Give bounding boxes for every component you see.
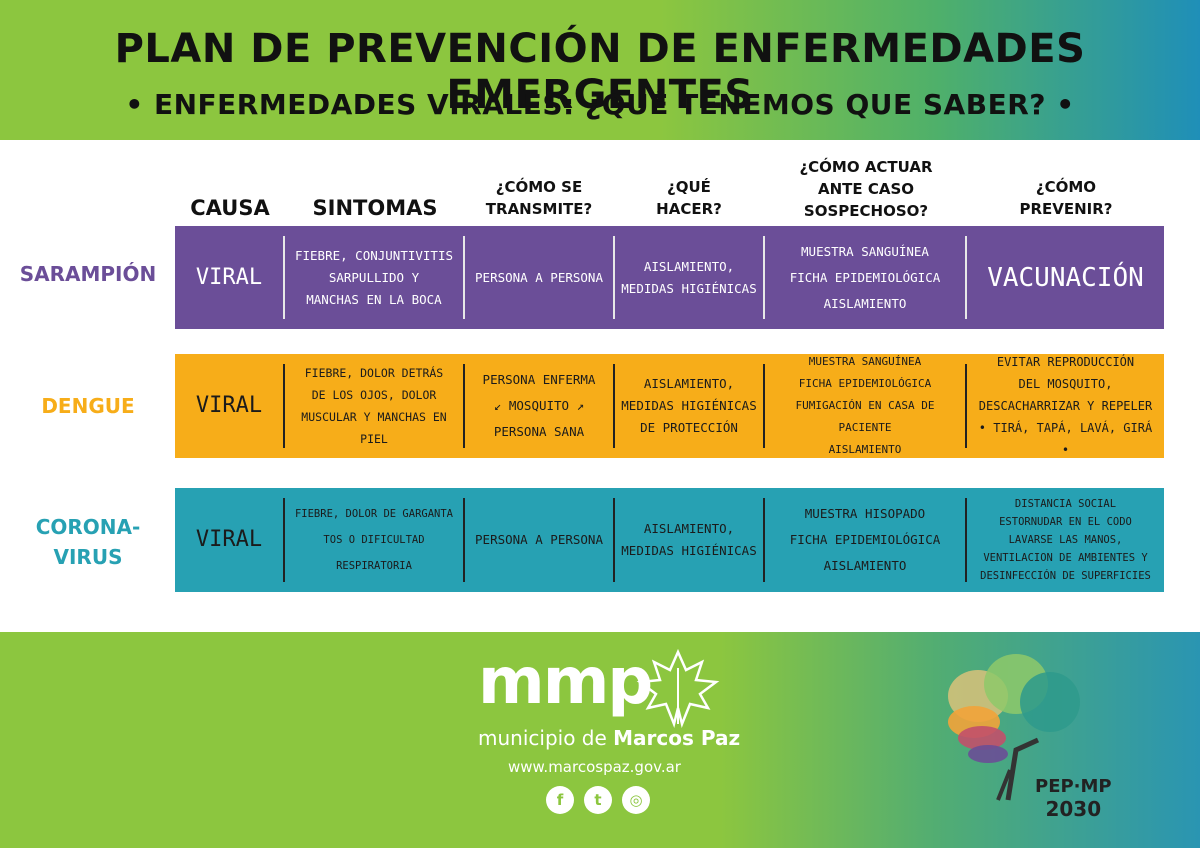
cell-actuar: MUESTRA SANGUÍNEA FICHA EPIDEMIOLÓGICA AIS… bbox=[789, 243, 941, 311]
separator bbox=[283, 498, 285, 582]
row-label-sarampion: SARAMPIÓN bbox=[19, 262, 157, 286]
header-banner: PLAN DE PREVENCIÓN DE ENFERMEDADES EMERG… bbox=[0, 0, 1200, 140]
facebook-icon[interactable]: f bbox=[546, 786, 574, 814]
cell-prevenir: DISTANCIA SOCIAL ESTORNUDAR EN EL CODO LAV… bbox=[980, 498, 1151, 582]
separator bbox=[463, 236, 465, 319]
column-header-causa: CAUSA bbox=[190, 196, 270, 220]
separator bbox=[283, 364, 285, 448]
cell-hacer: AISLAMIENTO, MEDIDAS HIGIÉNICAS bbox=[621, 521, 757, 558]
leaf-icon bbox=[636, 648, 720, 728]
column-header-hacer: ¿QUÉ HACER? bbox=[656, 178, 722, 218]
column-header-sintomas: SINTOMAS bbox=[312, 196, 438, 220]
page-subtitle: • ENFERMEDADES VIRALES: ¿QUÉ TENEMOS QUE… bbox=[125, 88, 1075, 121]
row-coronavirus: VIRAL FIEBRE, DOLOR DE GARGANTA TOS O DIF… bbox=[175, 488, 1164, 592]
twitter-icon[interactable]: t bbox=[584, 786, 612, 814]
column-header-transmite: ¿CÓMO SE TRANSMITE? bbox=[485, 178, 593, 218]
cell-sintomas: FIEBRE, DOLOR DETRÁS DE LOS OJOS, DOLOR MU… bbox=[301, 366, 447, 446]
separator bbox=[613, 498, 615, 582]
separator bbox=[463, 498, 465, 582]
cell-causa: VIRAL bbox=[195, 264, 263, 290]
mmp-logo: mmp bbox=[478, 645, 653, 719]
cell-hacer: AISLAMIENTO, MEDIDAS HIGIÉNICAS bbox=[621, 258, 757, 296]
separator bbox=[613, 364, 615, 448]
separator bbox=[463, 364, 465, 448]
separator bbox=[965, 498, 967, 582]
row-label-coronavirus: CORONA- VIRUS bbox=[35, 515, 141, 569]
arrow-up-right-icon: ↗ bbox=[576, 398, 585, 413]
separator bbox=[613, 236, 615, 319]
page-title: PLAN DE PREVENCIÓN DE ENFERMEDADES EMERG… bbox=[114, 26, 1086, 118]
column-header-actuar: ¿CÓMO ACTUAR ANTE CASO SOSPECHOSO? bbox=[799, 158, 933, 220]
arrow-down-left-icon: ↙ bbox=[493, 398, 502, 413]
cell-causa: VIRAL bbox=[195, 527, 263, 552]
separator bbox=[965, 236, 967, 319]
pep-mp-label: PEP·MP 2030 bbox=[1035, 776, 1112, 821]
cell-transmite: PERSONA ENFERMA ↙ MOSQUITO ↗ PERSONA SANA bbox=[482, 372, 596, 439]
cell-transmite: PERSONA A PERSONA bbox=[475, 532, 603, 547]
pep-mp-logo-icon bbox=[948, 654, 1080, 801]
column-header-prevenir: ¿CÓMO PREVENIR? bbox=[1019, 178, 1113, 218]
separator bbox=[763, 236, 765, 319]
website-link[interactable]: www.marcospaz.gov.ar bbox=[508, 758, 681, 776]
row-dengue: VIRAL FIEBRE, DOLOR DETRÁS DE LOS OJOS, D… bbox=[175, 354, 1164, 458]
separator bbox=[763, 498, 765, 582]
cell-hacer: AISLAMIENTO, MEDIDAS HIGIÉNICAS DE PROTECC… bbox=[621, 376, 757, 435]
row-label-dengue: DENGUE bbox=[41, 394, 135, 418]
instagram-icon[interactable]: ◎ bbox=[622, 786, 650, 814]
cell-actuar: MUESTRA HISOPADO FICHA EPIDEMIOLÓGICA AISL… bbox=[789, 506, 941, 573]
cell-prevenir: VACUNACIÓN bbox=[987, 262, 1144, 293]
cell-transmite: PERSONA A PERSONA bbox=[475, 269, 603, 285]
separator bbox=[965, 364, 967, 448]
separator bbox=[763, 364, 765, 448]
cell-actuar: MUESTRA SANGUÍNEA FICHA EPIDEMIOLÓGICA FUM… bbox=[795, 355, 935, 456]
cell-sintomas: FIEBRE, DOLOR DE GARGANTA TOS O DIFICULTA… bbox=[294, 508, 454, 572]
separator bbox=[283, 236, 285, 319]
cell-prevenir: EVITAR REPRODUCCIÓN DEL MOSQUITO, DESCACHA… bbox=[978, 355, 1153, 457]
municipio-name: municipio de Marcos Paz bbox=[478, 726, 741, 750]
cell-causa: VIRAL bbox=[195, 393, 263, 418]
cell-sintomas: FIEBRE, CONJUNTIVITIS SARPULLIDO Y MANCHAS… bbox=[294, 247, 454, 307]
